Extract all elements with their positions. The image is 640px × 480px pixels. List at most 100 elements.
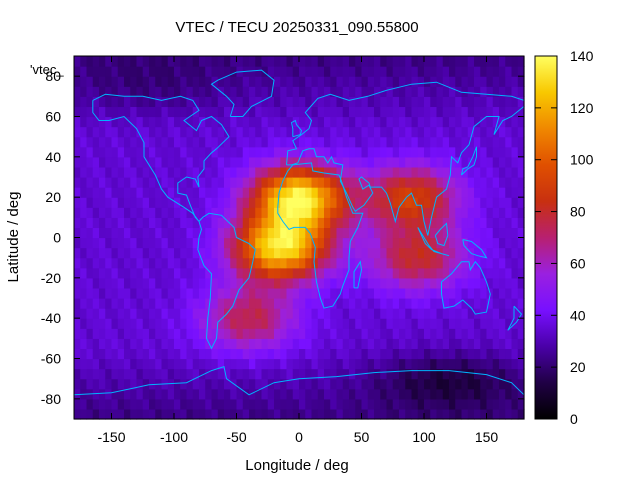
heatmap-cell xyxy=(105,187,113,198)
heatmap-cell xyxy=(142,408,150,420)
heatmap-cell xyxy=(167,56,175,67)
heatmap-cell xyxy=(167,257,175,269)
heatmap-cell xyxy=(142,388,150,400)
colorbar-tick-label: 140 xyxy=(570,48,594,64)
heatmap-cell xyxy=(274,187,281,198)
heatmap-cell xyxy=(99,187,106,198)
heatmap-cell xyxy=(286,86,294,97)
heatmap-cell xyxy=(430,388,438,400)
heatmap-cell xyxy=(130,126,138,138)
heatmap-cell xyxy=(436,348,444,360)
heatmap-cell xyxy=(374,338,381,350)
heatmap-cell xyxy=(461,408,469,420)
heatmap-cell xyxy=(155,76,163,87)
heatmap-cell xyxy=(336,408,344,420)
heatmap-cell xyxy=(405,398,413,410)
heatmap-cell xyxy=(249,348,256,360)
heatmap-cell xyxy=(92,146,100,158)
heatmap-cell xyxy=(299,348,306,360)
heatmap-cell xyxy=(249,277,256,289)
heatmap-cell xyxy=(186,328,194,339)
heatmap-cell xyxy=(505,187,513,198)
heatmap-cell xyxy=(92,156,100,168)
heatmap-cell xyxy=(424,378,431,390)
heatmap-cell xyxy=(436,318,444,329)
heatmap-cell xyxy=(230,257,238,269)
heatmap-cell xyxy=(324,126,331,138)
heatmap-cell xyxy=(174,86,181,97)
heatmap-cell xyxy=(180,328,188,339)
heatmap-cell xyxy=(161,298,169,309)
heatmap-cell xyxy=(299,177,306,188)
heatmap-cell xyxy=(380,368,388,380)
heatmap-cell xyxy=(355,358,363,370)
heatmap-cell xyxy=(255,368,263,380)
heatmap-cell xyxy=(442,116,450,128)
heatmap-cell xyxy=(124,247,131,259)
heatmap-cell xyxy=(317,56,325,67)
heatmap-cell xyxy=(74,348,81,360)
heatmap-cell xyxy=(517,388,525,400)
heatmap-cell xyxy=(505,318,513,329)
heatmap-cell xyxy=(192,398,200,410)
heatmap-cell xyxy=(386,298,394,309)
heatmap-cell xyxy=(199,408,206,420)
heatmap-cell xyxy=(249,116,256,128)
heatmap-cell xyxy=(355,96,363,108)
heatmap-cell xyxy=(261,177,269,188)
heatmap-cell xyxy=(92,247,100,259)
heatmap-cell xyxy=(217,227,225,239)
heatmap-cell xyxy=(367,378,375,390)
heatmap-cell xyxy=(211,368,219,380)
heatmap-cell xyxy=(142,56,150,67)
heatmap-cell xyxy=(486,96,494,108)
heatmap-cell xyxy=(305,358,313,370)
heatmap-cell xyxy=(105,237,113,249)
heatmap-cell xyxy=(230,187,238,198)
heatmap-cell xyxy=(117,318,125,329)
heatmap-cell xyxy=(517,116,525,128)
heatmap-cell xyxy=(349,408,356,420)
heatmap-cell xyxy=(299,116,306,128)
heatmap-cell xyxy=(430,338,438,350)
heatmap-cell xyxy=(261,308,269,319)
heatmap-cell xyxy=(492,177,500,188)
heatmap-cell xyxy=(386,378,394,390)
heatmap-cell xyxy=(192,368,200,380)
heatmap-cell xyxy=(474,388,481,400)
heatmap-cell xyxy=(461,86,469,97)
colorbar-gradient xyxy=(534,55,558,420)
heatmap-cell xyxy=(92,328,100,339)
heatmap-cell xyxy=(392,136,400,148)
heatmap-cell xyxy=(149,166,156,178)
heatmap-cell xyxy=(367,66,375,77)
heatmap-cell xyxy=(449,116,456,128)
heatmap-cell xyxy=(499,298,506,309)
heatmap-cell xyxy=(99,76,106,87)
heatmap-cell xyxy=(74,116,81,128)
heatmap-cell xyxy=(136,197,144,208)
heatmap-cell xyxy=(374,56,381,67)
heatmap-cell xyxy=(292,56,300,67)
heatmap-cell xyxy=(392,388,400,400)
heatmap-cell xyxy=(242,116,250,128)
heatmap-cell xyxy=(505,66,513,77)
heatmap-cell xyxy=(267,287,275,299)
heatmap-cell xyxy=(392,76,400,87)
heatmap-cell xyxy=(255,308,263,319)
heatmap-cell xyxy=(180,237,188,249)
heatmap-cell xyxy=(286,227,294,239)
heatmap-cell xyxy=(361,126,369,138)
heatmap-cell xyxy=(99,106,106,118)
heatmap-cell xyxy=(211,358,219,370)
heatmap-cell xyxy=(142,247,150,259)
heatmap-cell xyxy=(180,358,188,370)
heatmap-cell xyxy=(442,378,450,390)
heatmap-cell xyxy=(480,197,488,208)
heatmap-cell xyxy=(124,156,131,168)
heatmap-cell xyxy=(492,106,500,118)
heatmap-cell xyxy=(311,398,319,410)
heatmap-cell xyxy=(261,116,269,128)
heatmap-cell xyxy=(336,388,344,400)
heatmap-cell xyxy=(474,177,481,188)
